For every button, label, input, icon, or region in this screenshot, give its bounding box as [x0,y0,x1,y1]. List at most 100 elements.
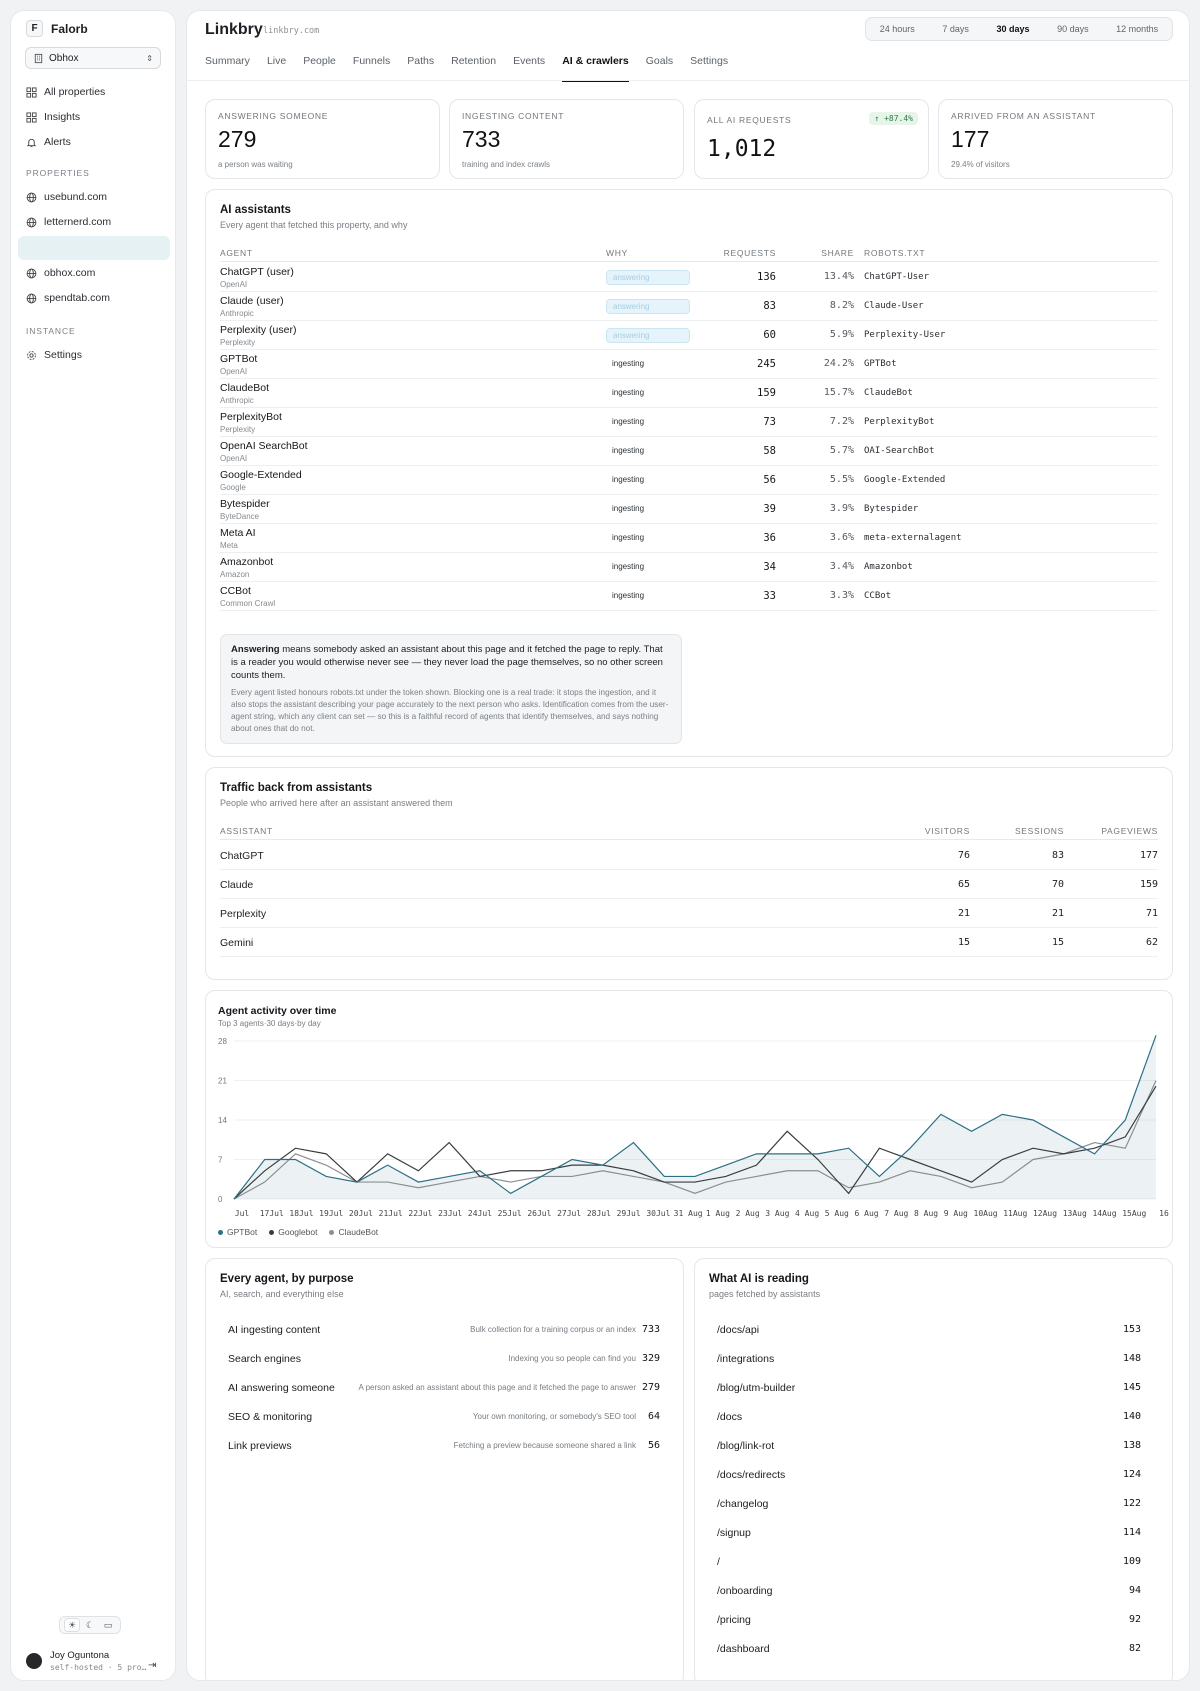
series-area-gptbot [234,1035,1156,1199]
agent-org: Meta [220,541,238,550]
page-row[interactable]: /docs 140 [709,1402,1149,1431]
avatar [26,1653,42,1669]
agent-row[interactable]: GPTBot OpenAI ingesting 245 24.2% GPTBot [220,350,1158,379]
x-tick-label: 17Jul [260,1209,284,1218]
property-letternerd[interactable]: letternerd.com [25,211,165,233]
page-path: /docs/api [717,1324,760,1336]
agent-row[interactable]: Bytespider ByteDance ingesting 39 3.9% Bytesp… [220,495,1158,524]
tab-live[interactable]: Live [266,55,287,67]
robots-token: CCBot [864,591,892,601]
visitors-count: 65 [957,879,970,890]
purpose-row[interactable]: Link previews Fetching a preview because … [220,1431,660,1460]
org-select[interactable]: Obhox ⇕ [25,47,161,69]
agent-row[interactable]: ChatGPT (user) OpenAI answering 136 13.4% Cha… [220,263,1158,292]
tab-events[interactable]: Events [513,55,546,67]
page-row[interactable]: /docs/redirects 124 [709,1460,1149,1489]
range-90d[interactable]: 90 days [1057,24,1089,34]
monitor-icon[interactable]: ▭ [103,1619,113,1630]
page-row[interactable]: /docs/api 153 [709,1315,1149,1344]
brand[interactable]: F Falorb [26,20,88,37]
agent-row[interactable]: ClaudeBot Anthropic ingesting 159 15.7% Claud… [220,379,1158,408]
range-30d[interactable]: 30 days [996,24,1030,34]
pageviews-count: 159 [1139,879,1158,890]
card-title: Agent activity over time [218,1005,337,1017]
agent-row[interactable]: Amazonbot Amazon ingesting 34 3.4% Amazonbot [220,553,1158,582]
tab-summary[interactable]: Summary [205,55,250,67]
col-agent: AGENT [220,248,253,258]
instance-header: INSTANCE [26,326,76,336]
agent-row[interactable]: CCBot Common Crawl ingesting 33 3.3% CCBot [220,582,1158,611]
range-12m[interactable]: 12 months [1116,24,1159,34]
page-count: 122 [1122,1498,1141,1509]
page-row[interactable]: /blog/utm-builder 145 [709,1373,1149,1402]
nav-settings[interactable]: Settings [25,344,165,366]
property-selected[interactable] [18,236,170,260]
share-percent: 15.7% [823,387,854,398]
page-row[interactable]: /integrations 148 [709,1344,1149,1373]
page-path: /docs/redirects [717,1469,786,1481]
nav-alerts[interactable]: Alerts [25,131,165,153]
traffic-row[interactable]: Claude 65 70 159 [220,870,1158,899]
traffic-row[interactable]: Gemini 15 15 62 [220,928,1158,957]
page-row[interactable]: /dashboard 82 [709,1634,1149,1663]
agent-row[interactable]: Meta AI Meta ingesting 36 3.6% meta-externala… [220,524,1158,553]
stat-all-requests: ALL AI REQUESTS ↑ +87.4% 1,012 [694,99,929,179]
page-row[interactable]: / 109 [709,1547,1149,1576]
chart-legend: GPTBot Googlebot ClaudeBot [218,1227,378,1237]
visitors-count: 15 [957,937,970,948]
purpose-row[interactable]: AI ingesting content Bulk collection for … [220,1315,660,1344]
request-count: 34 [763,561,776,573]
x-tick-label: 31 Aug [674,1209,703,1218]
theme-toggle[interactable]: ☀ ☾ ▭ [59,1616,121,1634]
page-row[interactable]: /onboarding 94 [709,1576,1149,1605]
share-percent: 5.7% [829,445,854,456]
stat-value: 1,012 [707,136,777,162]
x-tick-label: Jul [235,1209,250,1218]
robots-token: Claude-User [864,301,924,311]
tab-paths[interactable]: Paths [407,55,435,67]
stat-arrived: ARRIVED FROM AN ASSISTANT 177 29.4% of v… [938,99,1173,179]
agent-org: OpenAI [220,454,248,463]
purpose-row[interactable]: Search engines Indexing you so people can… [220,1344,660,1373]
traffic-row[interactable]: Perplexity 21 21 71 [220,899,1158,928]
traffic-row[interactable]: ChatGPT 76 83 177 [220,841,1158,870]
agent-row[interactable]: OpenAI SearchBot OpenAI ingesting 58 5.7% OAI… [220,437,1158,466]
page-row[interactable]: /signup 114 [709,1518,1149,1547]
agent-row[interactable]: Claude (user) Anthropic answering 83 8.2% Cla… [220,292,1158,321]
page-row[interactable]: /pricing 92 [709,1605,1149,1634]
nav-all-properties[interactable]: All properties [25,81,165,103]
agent-row[interactable]: Google-Extended Google ingesting 56 5.5% Goog… [220,466,1158,495]
purpose-row[interactable]: AI answering someone A person asked an as… [220,1373,660,1402]
agent-row[interactable]: PerplexityBot Perplexity ingesting 73 7.2% Pe… [220,408,1158,437]
property-usebund[interactable]: usebund.com [25,186,165,208]
agent-org: Google [220,483,246,492]
property-label: obhox.com [44,267,96,279]
tab-retention[interactable]: Retention [451,55,497,67]
tab-settings[interactable]: Settings [690,55,729,67]
page-row[interactable]: /changelog 122 [709,1489,1149,1518]
user-profile[interactable]: Joy Oguntona self-hosted · 5 pro… [26,1650,146,1672]
site-domain: linkbry.com [263,26,320,36]
tab-funnels[interactable]: Funnels [352,55,391,67]
agent-row[interactable]: Perplexity (user) Perplexity answering 60 5.… [220,321,1158,350]
tab-ai-crawlers[interactable]: AI & crawlers [562,55,629,82]
agent-org: ByteDance [220,512,260,521]
tab-goals[interactable]: Goals [645,55,674,67]
purpose-row[interactable]: SEO & monitoring Your own monitoring, or … [220,1402,660,1431]
sessions-count: 21 [1051,908,1064,919]
range-24h[interactable]: 24 hours [879,24,915,34]
agent-name: Amazonbot [220,556,274,568]
y-tick-label: 28 [218,1037,227,1046]
range-7d[interactable]: 7 days [942,24,969,34]
agent-name: Google-Extended [220,469,302,481]
sun-icon[interactable]: ☀ [64,1618,80,1632]
page-row[interactable]: /blog/link-rot 138 [709,1431,1149,1460]
property-spendtab[interactable]: spendtab.com [25,287,165,309]
moon-icon[interactable]: ☾ [85,1619,95,1630]
purpose-description: Fetching a preview because someone share… [453,1441,636,1450]
nav-insights[interactable]: Insights [25,106,165,128]
logout-icon[interactable]: ⇥ [148,1660,157,1671]
property-obhox[interactable]: obhox.com [25,262,165,284]
page-count: 148 [1122,1353,1141,1364]
tab-people[interactable]: People [303,55,336,67]
